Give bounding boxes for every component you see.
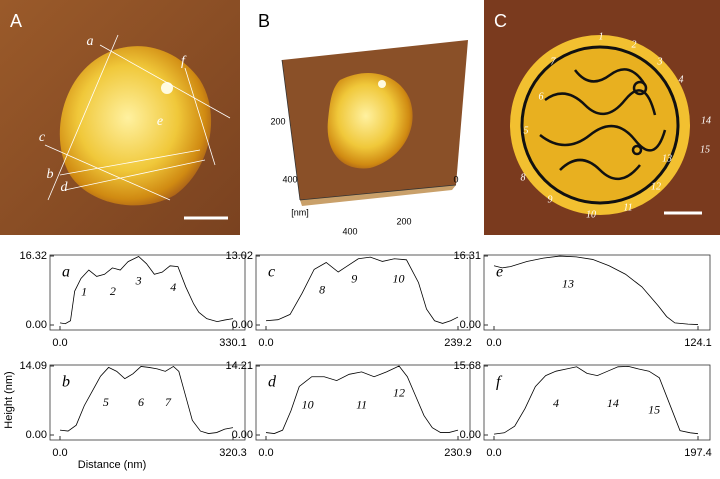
profile-letter: f (496, 374, 503, 391)
y-tick-label: 14.21 (225, 360, 253, 372)
image-label: 3 (657, 56, 663, 67)
image-label: 15 (700, 144, 710, 155)
x-tick-label: 0.0 (258, 447, 273, 459)
y-tick-label: 13.02 (225, 250, 253, 262)
image-a (0, 0, 240, 235)
profile-line (265, 256, 459, 324)
image-label: 14 (701, 115, 711, 126)
profile-letter: b (62, 374, 70, 391)
plot-frame (255, 254, 471, 331)
image-label: 10 (586, 209, 596, 220)
x-tick-label: 239.2 (444, 337, 472, 349)
image-label: 1 (599, 31, 604, 42)
profile-letter: e (496, 264, 503, 281)
peak-label: 4 (170, 280, 176, 294)
image-label: f (181, 54, 187, 69)
panel-letter: B (258, 11, 270, 31)
image-b (281, 40, 468, 206)
x-tick-label: 0.0 (52, 337, 67, 349)
peak-label: 11 (356, 398, 367, 412)
x-tick-label: 0.0 (486, 447, 501, 459)
x-tick-label: 124.1 (684, 337, 712, 349)
y-tick-label: 0.00 (232, 429, 253, 441)
profile-line (59, 256, 234, 325)
profile-line (59, 365, 234, 434)
y-tick-label: 0.00 (26, 319, 47, 331)
y-tick-label: 0.00 (26, 429, 47, 441)
peak-label: 2 (110, 284, 116, 298)
image-label: e (157, 114, 163, 129)
image-label: 0 (453, 174, 458, 184)
y-tick-label: 15.68 (453, 360, 481, 372)
x-tick-label: 0.0 (486, 337, 501, 349)
peak-label: 14 (607, 396, 619, 410)
y-tick-label: 16.32 (19, 250, 47, 262)
image-label: 5 (524, 125, 529, 136)
y-tick-label: 0.00 (460, 319, 481, 331)
x-tick-label: 330.1 (219, 337, 247, 349)
image-label: 12 (651, 181, 661, 192)
image-label: 6 (539, 91, 544, 102)
peak-label: 12 (393, 385, 405, 399)
peak-label: 4 (553, 396, 559, 410)
profile-line (493, 365, 699, 435)
image-label: b (47, 167, 54, 182)
peak-label: 15 (648, 403, 660, 417)
image-label: d (61, 180, 69, 195)
image-label: 8 (521, 172, 526, 183)
image-label: 11 (623, 202, 632, 213)
x-tick-label: 320.3 (219, 447, 247, 459)
x-tick-label: 0.0 (258, 337, 273, 349)
x-axis-title: Distance (nm) (78, 459, 146, 471)
image-label: c (39, 130, 46, 145)
panel-letter: C (494, 11, 507, 31)
profile-letter: c (268, 264, 275, 281)
y-tick-label: 14.09 (19, 360, 47, 372)
image-label: 9 (548, 194, 553, 205)
y-tick-label: 16.31 (453, 250, 481, 262)
peak-label: 3 (135, 274, 142, 288)
profile-line (265, 365, 459, 434)
peak-label: 13 (562, 277, 574, 291)
peak-label: 7 (165, 395, 172, 409)
image-label: 400 (342, 226, 357, 236)
plot-frame (483, 364, 711, 441)
peak-label: 5 (103, 395, 109, 409)
plot-frame (483, 254, 711, 331)
y-tick-label: 0.00 (460, 429, 481, 441)
image-label: 13 (662, 153, 672, 164)
profile-letter: d (268, 374, 277, 391)
peak-label: 10 (302, 398, 314, 412)
plot-frame (49, 364, 246, 441)
image-label: 7 (551, 56, 557, 67)
image-label: 200 (396, 216, 411, 226)
peak-label: 8 (319, 282, 325, 296)
image-label: 2 (632, 39, 637, 50)
x-tick-label: 230.9 (444, 447, 472, 459)
profile-line (493, 255, 699, 325)
plot-frame (255, 364, 471, 441)
image-label: 4 (679, 74, 684, 85)
peak-label: 1 (81, 285, 87, 299)
image-label: a (87, 34, 94, 49)
y-axis-title: Height (nm) (3, 371, 15, 428)
image-label: [nm] (291, 207, 309, 217)
image-c (484, 0, 720, 235)
y-tick-label: 0.00 (232, 319, 253, 331)
image-label: 200 (270, 116, 285, 126)
peak-label: 6 (138, 395, 144, 409)
x-tick-label: 197.4 (684, 447, 712, 459)
panel-letter: A (10, 11, 22, 31)
x-tick-label: 0.0 (52, 447, 67, 459)
peak-label: 9 (351, 272, 357, 286)
profile-letter: a (62, 264, 70, 281)
image-label: 400 (282, 174, 297, 184)
peak-label: 10 (392, 272, 404, 286)
plot-frame (49, 254, 246, 331)
